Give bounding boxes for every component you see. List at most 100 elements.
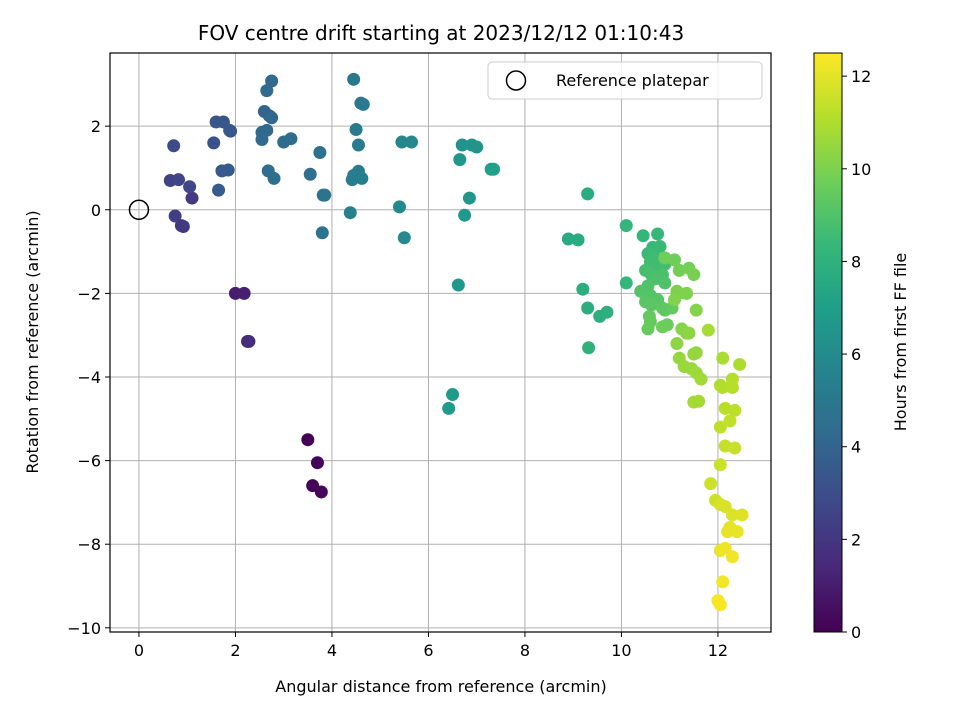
y-tick-label: −8 xyxy=(77,535,101,554)
data-point xyxy=(355,171,369,185)
data-point xyxy=(451,278,465,292)
data-point xyxy=(682,326,696,340)
data-point xyxy=(582,341,596,355)
data-point xyxy=(725,550,739,564)
data-point xyxy=(704,477,718,491)
reference-platepar-marker xyxy=(128,199,150,221)
data-point xyxy=(237,286,251,300)
data-point xyxy=(345,173,359,187)
data-point xyxy=(303,167,317,181)
legend-label-reference: Reference platepar xyxy=(556,71,709,90)
x-tick-label: 6 xyxy=(423,641,433,660)
colorbar-tick-label: 2 xyxy=(851,530,861,549)
data-point xyxy=(395,135,409,149)
data-point xyxy=(453,153,467,167)
plot-frame xyxy=(109,52,772,633)
data-point xyxy=(185,191,199,205)
y-axis-ticks: −10 −8 −6 −4 −2 0 2 xyxy=(67,117,110,638)
data-point xyxy=(689,303,703,317)
data-point xyxy=(397,231,411,245)
data-point xyxy=(167,139,181,153)
data-point xyxy=(576,282,590,296)
data-point xyxy=(356,97,370,111)
data-point xyxy=(347,72,361,86)
data-point xyxy=(636,229,650,243)
data-point xyxy=(242,334,256,348)
data-point xyxy=(221,163,235,177)
data-point xyxy=(655,320,669,334)
data-point xyxy=(265,111,279,125)
legend: Reference platepar xyxy=(487,61,763,100)
data-point xyxy=(405,135,419,149)
data-point xyxy=(716,380,730,394)
data-point xyxy=(343,206,357,220)
data-point xyxy=(284,132,298,146)
data-point xyxy=(176,219,190,233)
data-point xyxy=(168,209,182,223)
data-point xyxy=(692,394,706,408)
data-point xyxy=(619,276,633,290)
x-tick-label: 4 xyxy=(327,641,337,660)
y-tick-label: −4 xyxy=(77,368,101,387)
data-point xyxy=(183,180,197,194)
data-point xyxy=(716,351,730,365)
data-point xyxy=(672,263,686,277)
data-point xyxy=(581,187,595,201)
x-tick-label: 2 xyxy=(230,641,240,660)
data-point xyxy=(318,188,332,202)
legend-box xyxy=(487,61,763,100)
data-point xyxy=(392,200,406,214)
x-tick-label: 12 xyxy=(708,641,728,660)
data-point xyxy=(694,372,708,386)
data-point xyxy=(455,138,469,152)
colorbar-label: Hours from first FF file xyxy=(891,253,910,432)
x-axis-ticks: 0 2 4 6 8 10 12 xyxy=(134,632,728,660)
data-point xyxy=(668,253,682,267)
data-point xyxy=(730,525,744,539)
data-point xyxy=(723,414,737,428)
data-point xyxy=(718,401,732,415)
legend-marker-reference xyxy=(505,70,527,91)
data-point xyxy=(315,226,329,240)
data-point xyxy=(310,456,324,470)
y-tick-label: −2 xyxy=(77,284,101,303)
colorbar xyxy=(813,52,843,633)
data-points xyxy=(163,72,749,612)
data-point xyxy=(713,598,727,612)
data-point xyxy=(713,420,727,434)
data-point xyxy=(735,508,749,522)
data-point xyxy=(687,268,701,282)
data-point xyxy=(224,124,238,138)
data-point xyxy=(701,323,715,337)
data-point xyxy=(680,286,694,300)
y-tick-label: −6 xyxy=(77,452,101,471)
data-point xyxy=(267,171,281,185)
x-tick-label: 0 xyxy=(134,641,144,660)
colorbar-tick-label: 0 xyxy=(851,623,861,642)
x-tick-label: 8 xyxy=(520,641,530,660)
x-tick-label: 10 xyxy=(611,641,631,660)
colorbar-tick-label: 10 xyxy=(851,160,871,179)
data-point xyxy=(212,183,226,197)
reference-layer xyxy=(128,199,150,221)
data-point xyxy=(172,173,186,187)
y-tick-label: 2 xyxy=(91,117,101,136)
data-point xyxy=(721,525,735,539)
y-tick-label: −10 xyxy=(67,619,101,638)
data-point xyxy=(462,191,476,205)
y-axis-label: Rotation from reference (arcmin) xyxy=(23,210,42,473)
data-point xyxy=(725,380,739,394)
x-axis-label: Angular distance from reference (arcmin) xyxy=(275,677,606,696)
data-point xyxy=(687,347,701,361)
data-point xyxy=(600,305,614,319)
colorbar-tick-label: 6 xyxy=(851,345,861,364)
data-point xyxy=(670,337,684,351)
data-point xyxy=(470,140,484,154)
data-point xyxy=(716,575,730,589)
data-point xyxy=(314,485,328,499)
data-point xyxy=(651,227,665,241)
data-point xyxy=(446,388,460,402)
data-point xyxy=(653,240,667,254)
data-point xyxy=(301,433,315,447)
